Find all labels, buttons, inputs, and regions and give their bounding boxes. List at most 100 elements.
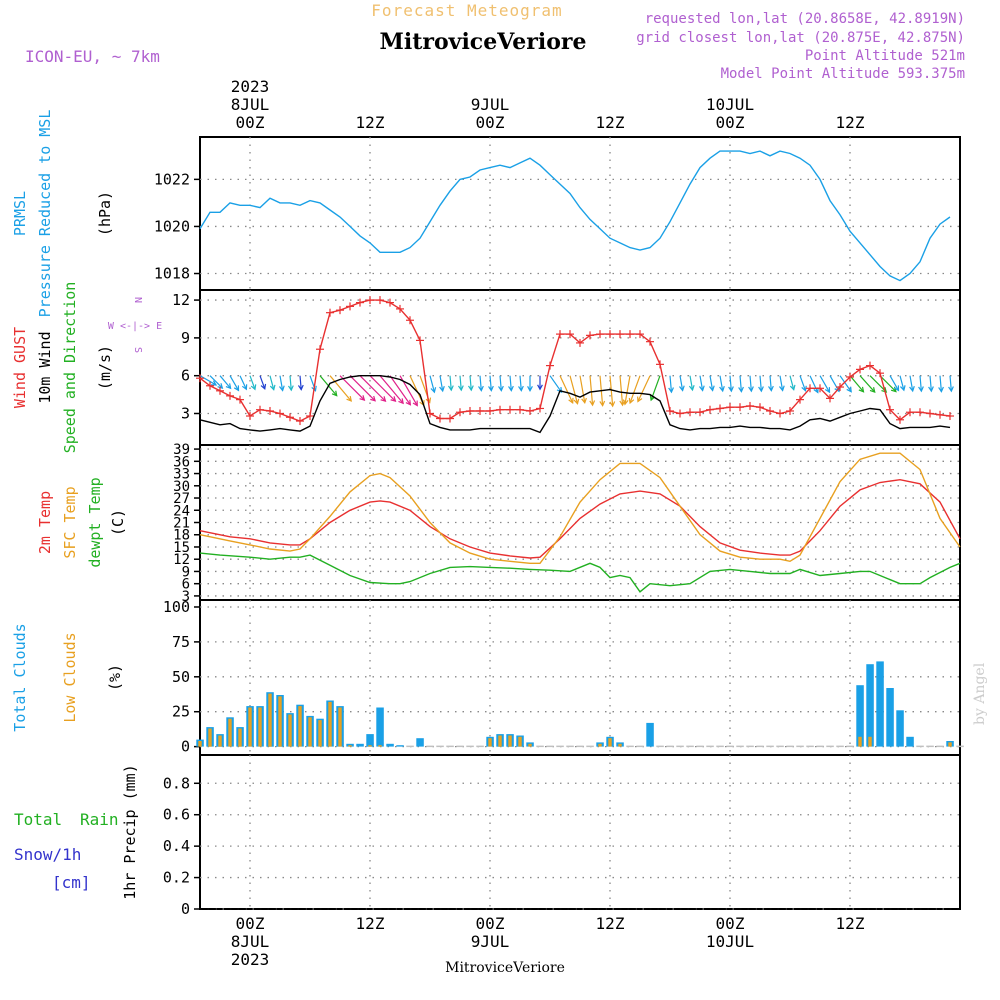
wind-arrow: [527, 375, 533, 392]
wind-arrow: [688, 375, 695, 392]
y-tick-label: 39: [173, 442, 190, 458]
wind-arrow: [379, 375, 404, 405]
gust-marker: [836, 383, 844, 392]
bottom-time-label: 00Z: [476, 914, 505, 933]
y-tick-label: 36: [173, 454, 190, 470]
model-label: ICON-EU, ~ 7km: [25, 47, 160, 66]
gust-marker: [476, 406, 484, 415]
wind-arrow: [579, 375, 587, 405]
wind-arrow: [622, 375, 631, 406]
gust-marker: [666, 406, 674, 415]
low-cloud-bar: [208, 728, 212, 747]
y-tick-label: 27: [173, 491, 190, 507]
top-time-label: 12Z: [836, 113, 865, 132]
wind-arrow: [549, 375, 563, 394]
wind-arrow: [339, 375, 366, 401]
top-time-label: 00Z: [476, 113, 505, 132]
bottom-time-label: 9JUL: [471, 932, 510, 951]
total-cloud-bar: [726, 745, 734, 748]
total-cloud-bar: [846, 745, 854, 748]
y-tick-label: 3: [181, 404, 190, 422]
y-tick-label: 75: [172, 633, 190, 651]
bottom-time-label: 12Z: [836, 914, 865, 933]
wind-arrow: [349, 375, 376, 402]
total-cloud-bar: [736, 745, 744, 748]
gust-marker: [596, 330, 604, 339]
gust-marker: [686, 408, 694, 417]
y-tick-label: 33: [173, 467, 190, 483]
top-time-label: 9JUL: [471, 95, 510, 114]
gust-marker: [766, 406, 774, 415]
gust-marker: [566, 330, 574, 339]
y-tick-label: 0.6: [163, 806, 190, 824]
gust-marker: [496, 405, 504, 414]
y-tick-label: 100: [163, 598, 190, 616]
y-tick-label: 25: [172, 703, 190, 721]
total-cloud-bar: [676, 745, 684, 748]
low-cloud-bar: [948, 742, 952, 747]
10m-wind-line: [199, 375, 951, 434]
wind-arrow: [329, 375, 353, 402]
total-cloud-bar: [636, 745, 644, 748]
gust-marker: [246, 412, 254, 421]
gust-marker: [556, 330, 564, 339]
gust-marker: [196, 374, 204, 383]
y-axis-label: (hPa): [96, 191, 114, 236]
total-cloud-bar: [696, 745, 704, 748]
gust-marker: [286, 413, 294, 422]
y-axis-label: 2m Temp: [36, 491, 54, 554]
total-cloud-bar: [926, 745, 934, 748]
precip-legend-item: Total: [14, 810, 62, 829]
gust-marker: [346, 302, 354, 311]
total-cloud-bar: [916, 745, 924, 748]
total-cloud-bar: [686, 745, 694, 748]
panel-frame: [199, 289, 961, 446]
gust-marker: [586, 331, 594, 340]
y-axis-label: 10m Wind: [36, 331, 54, 403]
low-cloud-bar: [258, 707, 262, 747]
y-tick-label: 21: [173, 516, 190, 532]
precip-legend-item: [cm]: [52, 873, 91, 892]
total-cloud-bar: [626, 745, 634, 748]
wind-arrow: [269, 375, 276, 391]
wind-arrow: [279, 375, 285, 392]
total-cloud-bar: [576, 745, 584, 748]
gust-marker: [746, 401, 754, 410]
wind-arrow: [899, 375, 906, 392]
gust-marker: [506, 405, 514, 414]
total-cloud-bar: [646, 722, 654, 747]
low-cloud-bar: [498, 735, 502, 747]
compass-south: S: [132, 347, 143, 353]
bottom-time-label: 00Z: [716, 914, 745, 933]
total-cloud-bar: [936, 745, 944, 748]
total-cloud-bar: [746, 745, 754, 748]
y-axis-label: Low Clouds: [61, 632, 79, 722]
gust-marker: [776, 409, 784, 418]
total-cloud-bar: [836, 745, 844, 748]
wind-arrow: [728, 375, 734, 393]
gust-marker: [926, 409, 934, 418]
compass-we: W <-|-> E: [108, 321, 162, 332]
gust-marker: [386, 298, 394, 307]
low-cloud-bar: [508, 735, 512, 747]
closest-coords: grid closest lon,lat (20.875E, 42.875N): [636, 30, 965, 46]
y-tick-label: 12: [172, 291, 190, 309]
y-tick-label: 6: [182, 577, 190, 593]
wind-arrow: [839, 375, 852, 393]
precip-legend-item: Snow/1h: [14, 845, 81, 864]
total-cloud-bar: [536, 745, 544, 748]
gust-marker: [206, 381, 214, 390]
low-cloud-bar: [528, 743, 532, 747]
2m-temp-line: [199, 478, 961, 559]
wind-arrow: [918, 375, 924, 393]
wind-arrow: [457, 375, 464, 392]
y-tick-label: 0.4: [163, 837, 190, 855]
total-cloud-bar: [416, 738, 424, 747]
wind-arrow: [679, 375, 685, 392]
total-cloud-bar: [706, 745, 714, 748]
total-cloud-bar: [896, 710, 904, 747]
total-cloud-bar: [556, 745, 564, 748]
total-cloud-bar: [436, 745, 444, 748]
credit-label: by Angel: [972, 662, 988, 725]
